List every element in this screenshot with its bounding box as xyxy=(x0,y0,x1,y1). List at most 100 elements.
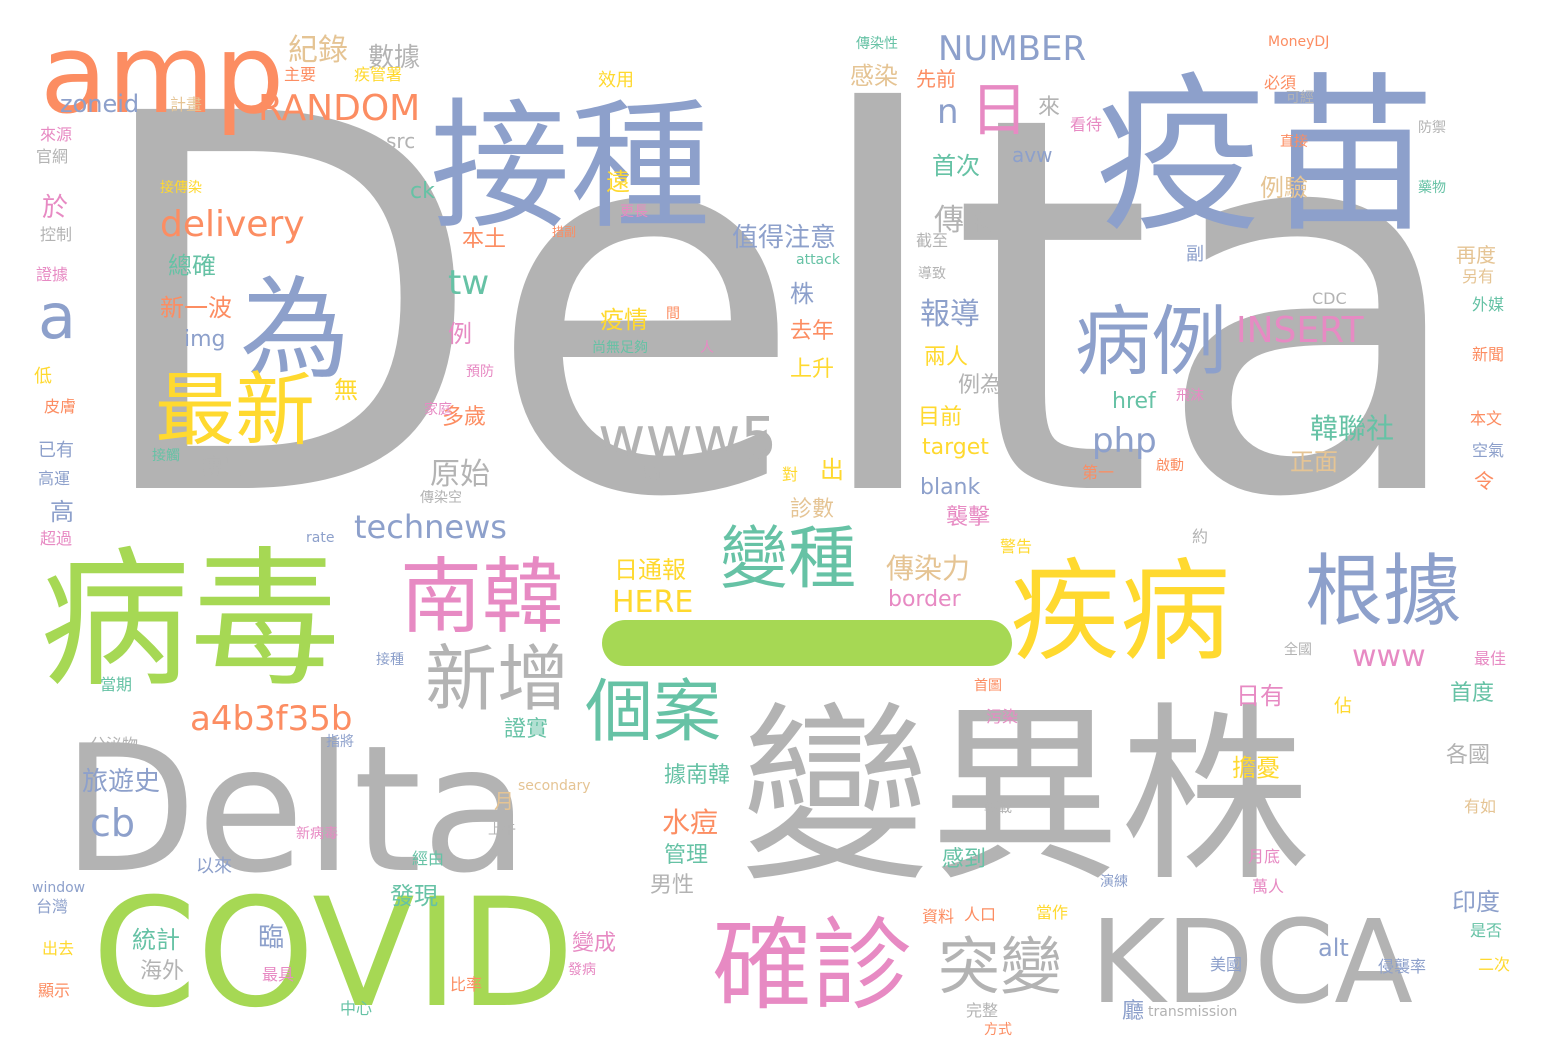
cloud-word: 高運 xyxy=(38,469,70,488)
cloud-word: COVID xyxy=(92,867,575,1041)
cloud-word: HERE xyxy=(612,585,693,620)
cloud-word: NUMBER xyxy=(938,29,1086,69)
cloud-word: 指將 xyxy=(326,734,354,750)
cloud-word: 效用 xyxy=(598,70,634,91)
cloud-word: 最新 xyxy=(155,364,315,457)
cloud-word: 無 xyxy=(334,376,358,404)
cloud-word: 萬人 xyxy=(1252,877,1284,896)
cloud-word: 最具 xyxy=(262,965,294,984)
cloud-word: img xyxy=(184,327,226,352)
cloud-word: MoneyDJ xyxy=(1268,34,1329,50)
cloud-word: 管理 xyxy=(664,843,708,868)
cloud-word: border xyxy=(888,587,962,612)
cloud-word: 海外 xyxy=(140,959,184,984)
cloud-word: 原始 xyxy=(430,457,490,492)
cloud-word: 於 xyxy=(42,193,68,223)
cloud-word: 突變 xyxy=(938,930,1062,1003)
cloud-word: 傳出 xyxy=(200,455,244,480)
cloud-word: 傳染性 xyxy=(856,36,898,52)
cloud-word: 皮膚 xyxy=(44,397,76,416)
cloud-word: href xyxy=(1112,389,1157,414)
cloud-word: 值得注意 xyxy=(732,223,836,253)
cloud-word: 可經 xyxy=(1286,90,1314,106)
cloud-word: 有如 xyxy=(1464,797,1496,816)
cloud-word: 表示 xyxy=(638,466,666,482)
cloud-word: 新聞 xyxy=(1472,345,1504,364)
cloud-word: 導致 xyxy=(918,266,946,282)
cloud-word: 演練 xyxy=(1100,874,1128,890)
cloud-word: 新病毒 xyxy=(296,826,338,842)
cloud-word: 當期 xyxy=(100,675,132,694)
word-list: Delta疫苗接種amp變異株Delta病毒COVID疾病KDCA為最新南韓確診… xyxy=(32,5,1510,1041)
cloud-word: 官網 xyxy=(36,147,68,166)
cloud-word: 本文 xyxy=(1470,409,1502,428)
cloud-word: amp xyxy=(40,10,284,138)
cloud-word: 美國 xyxy=(1210,955,1242,974)
cloud-word: alt xyxy=(1318,934,1349,962)
cloud-word: window xyxy=(32,880,85,896)
cloud-word: 資料 xyxy=(922,907,954,926)
cloud-word: 當作 xyxy=(1036,903,1068,922)
cloud-word: 二次 xyxy=(1478,955,1510,974)
cloud-word: 副 xyxy=(1186,244,1204,265)
cloud-word: 總確 xyxy=(168,252,216,280)
cloud-word: 中心 xyxy=(340,999,372,1018)
cloud-word: 最佳 xyxy=(1474,649,1506,668)
cloud-word: Delta xyxy=(62,709,529,912)
cloud-word: 出去 xyxy=(42,939,74,958)
cloud-word: 啟動 xyxy=(1156,458,1184,474)
cloud-word: zoneid xyxy=(60,90,139,118)
cloud-word: 藥物 xyxy=(1418,180,1446,196)
cloud-word: www5 xyxy=(598,404,777,472)
cloud-word: 已有 xyxy=(38,440,74,461)
cloud-word: 直接 xyxy=(1280,133,1308,150)
cloud-word: 根據 xyxy=(1305,547,1461,637)
cloud-word: 佔 xyxy=(1334,696,1352,717)
cloud-word: 日 xyxy=(970,76,1028,144)
cloud-word: 另有 xyxy=(1462,267,1494,286)
cloud-word: INSERT xyxy=(1236,310,1365,351)
cloud-word: 例為 xyxy=(958,373,1002,398)
cloud-word: 主要 xyxy=(284,65,316,84)
cloud-word: cb xyxy=(90,801,135,845)
cloud-word: 看待 xyxy=(1070,115,1102,134)
cloud-word: 全國 xyxy=(1284,641,1312,658)
cloud-word: 必須 xyxy=(1264,73,1296,92)
cloud-word: 變成 xyxy=(572,931,616,956)
cloud-word: 預防 xyxy=(466,364,494,380)
cloud-word: 感到 xyxy=(942,847,986,872)
cloud-word: 分泌物 xyxy=(90,735,138,754)
cloud-word: 傳染空 xyxy=(420,490,462,506)
cloud-word: 尚無足夠 xyxy=(592,340,648,356)
cloud-word: 完整 xyxy=(966,1001,998,1020)
cloud-word: 個案 xyxy=(585,673,721,752)
cloud-word: 變種 xyxy=(720,520,856,599)
cloud-word: 方式 xyxy=(984,1022,1012,1038)
cloud-word: secondary xyxy=(518,778,591,794)
cloud-word: 擔憂 xyxy=(1232,754,1280,782)
cloud-word: 新一波 xyxy=(160,294,232,322)
cloud-word: rate xyxy=(306,530,334,546)
cloud-word: 再度 xyxy=(1456,243,1496,267)
cloud-word: CDC xyxy=(1312,289,1347,308)
cloud-word: 疾管署 xyxy=(354,65,402,84)
cloud-word: 首圖 xyxy=(974,678,1002,694)
cloud-word: 月底 xyxy=(1248,847,1280,866)
cloud-word: 診數 xyxy=(790,497,834,522)
cloud-word: 飛沫 xyxy=(1176,388,1204,404)
cloud-word: 紀錄 xyxy=(288,33,348,68)
cloud-word: Delta xyxy=(85,5,1472,611)
cloud-word: 人口 xyxy=(964,905,996,924)
cloud-word: n xyxy=(937,92,959,132)
cloud-word: 外媒 xyxy=(1472,295,1504,314)
cloud-word: 各國 xyxy=(1446,743,1490,768)
cloud-word: 襲擊 xyxy=(946,505,990,530)
cloud-word: 第一 xyxy=(1082,463,1114,482)
cloud-word: 首度 xyxy=(1450,681,1494,706)
cloud-word: 措副 xyxy=(552,225,576,239)
cloud-word: 月 xyxy=(494,789,514,813)
cloud-word: 人 xyxy=(700,340,714,356)
cloud-word: 警告 xyxy=(1000,537,1032,556)
